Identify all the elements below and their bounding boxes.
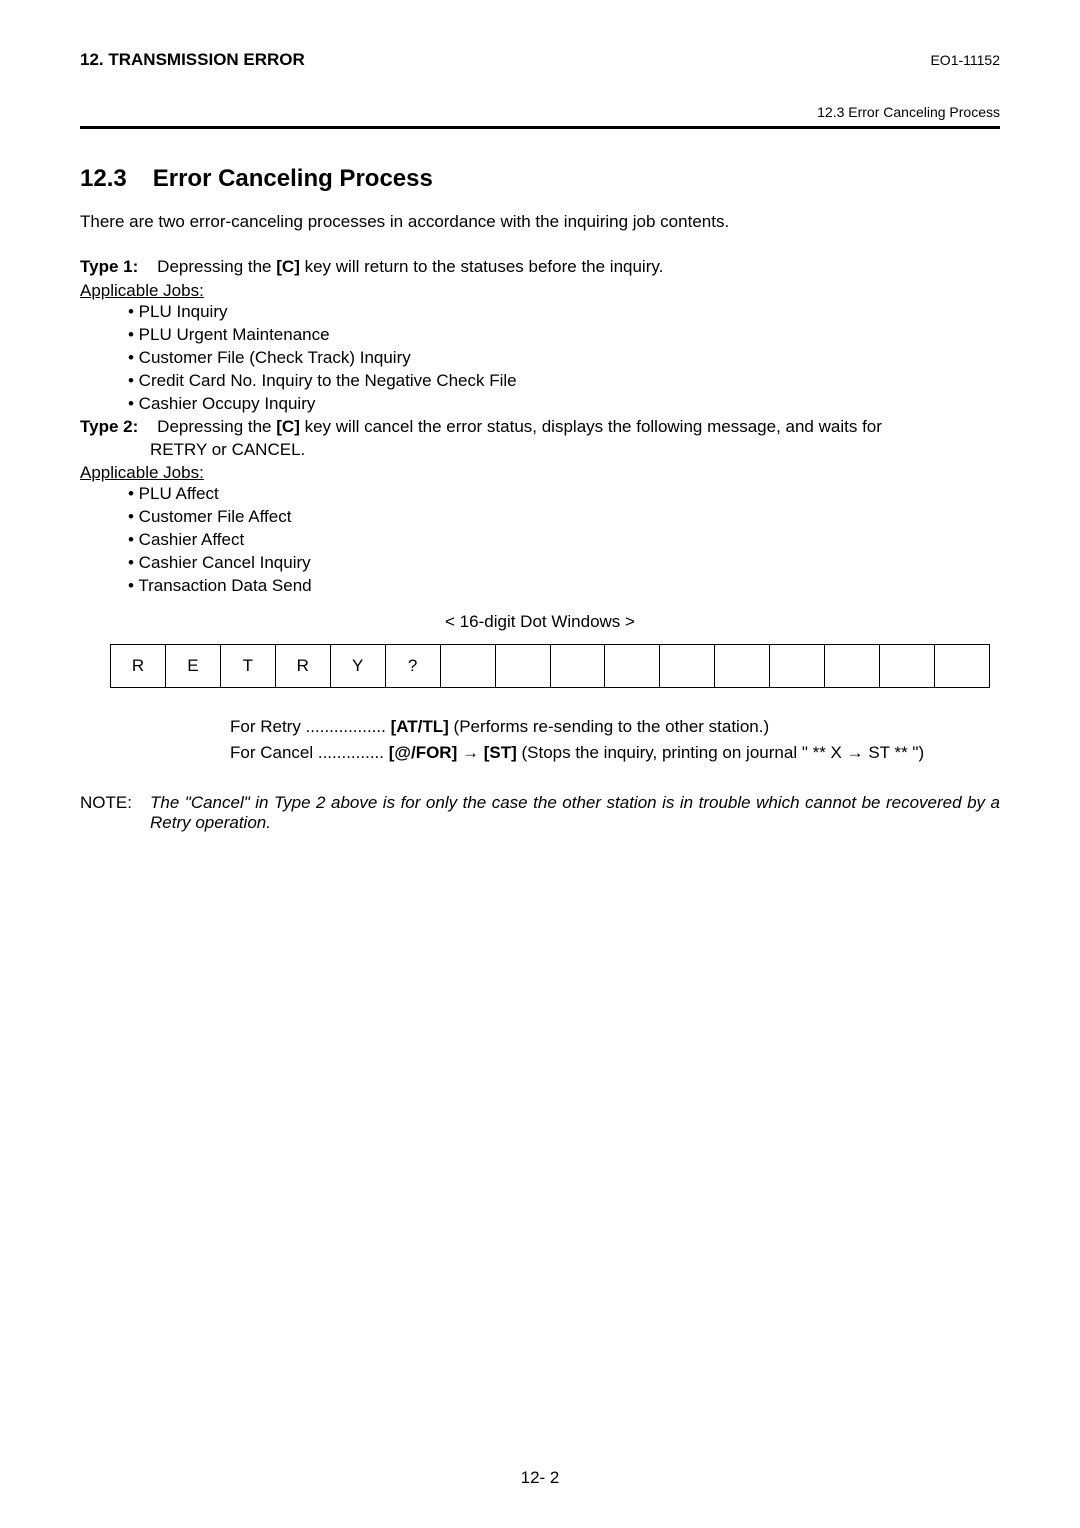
cell — [551, 644, 606, 688]
section-number: 12.3 — [80, 165, 127, 193]
list-item: • Cashier Occupy Inquiry — [128, 393, 1000, 416]
cell — [825, 644, 880, 688]
cancel-arrow: → — [457, 743, 483, 762]
type1-text-after: key will return to the statuses before t… — [300, 257, 663, 276]
header-rule — [80, 126, 1000, 129]
list-item: • PLU Inquiry — [128, 301, 1000, 324]
type1-row: Type 1: Depressing the [C] key will retu… — [80, 256, 1000, 279]
list-item: • Credit Card No. Inquiry to the Negativ… — [128, 370, 1000, 393]
cell — [496, 644, 551, 688]
cell — [935, 644, 990, 688]
cancel-key2: [ST] — [484, 743, 517, 762]
cancel-line: For Cancel .............. [@/FOR] → [ST]… — [230, 740, 1000, 766]
cell: ? — [386, 644, 441, 688]
list-item: • Cashier Cancel Inquiry — [128, 552, 1000, 575]
type2-applicable-label: Applicable Jobs: — [80, 463, 1000, 483]
header-sub-right: 12.3 Error Canceling Process — [80, 104, 1000, 120]
retry-cancel-block: For Retry ................. [AT/TL] (Per… — [230, 714, 1000, 765]
type2-text-after: key will cancel the error status, displa… — [300, 417, 882, 436]
note-body: The "Cancel" in Type 2 above is for only… — [150, 793, 1000, 833]
type2-jobs-list: • PLU Affect • Customer File Affect • Ca… — [128, 483, 1000, 598]
type2-label: Type 2: — [80, 417, 138, 436]
type1-jobs-list: • PLU Inquiry • PLU Urgent Maintenance •… — [128, 301, 1000, 416]
note-label: NOTE: — [80, 793, 150, 833]
cell: T — [221, 644, 276, 688]
type1-label: Type 1: — [80, 257, 138, 276]
type1-text-before: Depressing the — [157, 257, 276, 276]
cell: R — [276, 644, 331, 688]
type2-continuation: RETRY or CANCEL. — [150, 439, 1000, 462]
type2-text-before: Depressing the — [157, 417, 276, 436]
section-title-text: Error Canceling Process — [153, 165, 433, 192]
list-item: • Customer File Affect — [128, 506, 1000, 529]
list-item: • Customer File (Check Track) Inquiry — [128, 347, 1000, 370]
dot-windows-grid: R E T R Y ? — [110, 644, 990, 688]
cell: R — [110, 644, 166, 688]
intro-paragraph: There are two error-canceling processes … — [80, 211, 1000, 234]
list-item: • Transaction Data Send — [128, 575, 1000, 598]
header-left: 12. TRANSMISSION ERROR — [80, 50, 305, 70]
section-heading: 12.3 Error Canceling Process — [80, 165, 1000, 193]
cell — [770, 644, 825, 688]
retry-line: For Retry ................. [AT/TL] (Per… — [230, 714, 1000, 740]
page-header: 12. TRANSMISSION ERROR EO1-11152 — [80, 50, 1000, 70]
type1-applicable-label: Applicable Jobs: — [80, 281, 1000, 301]
cancel-label: For Cancel .............. — [230, 743, 384, 762]
cell — [441, 644, 496, 688]
dot-windows-caption: < 16-digit Dot Windows > — [80, 612, 1000, 632]
cell — [660, 644, 715, 688]
cancel-key1: [@/FOR] — [389, 743, 458, 762]
cell — [605, 644, 660, 688]
note-row: NOTE: The "Cancel" in Type 2 above is fo… — [80, 793, 1000, 833]
retry-key: [AT/TL] — [391, 717, 449, 736]
page-number: 12- 2 — [0, 1468, 1080, 1488]
header-right-code: EO1-11152 — [930, 52, 1000, 68]
type2-row: Type 2: Depressing the [C] key will canc… — [80, 416, 1000, 462]
cell: E — [166, 644, 221, 688]
retry-after: (Performs re-sending to the other statio… — [449, 717, 769, 736]
retry-label: For Retry ................. — [230, 717, 386, 736]
cell — [715, 644, 770, 688]
cell — [880, 644, 935, 688]
type1-key: [C] — [276, 257, 300, 276]
cell: Y — [331, 644, 386, 688]
page-root: 12. TRANSMISSION ERROR EO1-11152 12.3 Er… — [0, 0, 1080, 1528]
list-item: • Cashier Affect — [128, 529, 1000, 552]
cancel-after: (Stops the inquiry, printing on journal … — [517, 743, 924, 762]
type2-key: [C] — [276, 417, 300, 436]
list-item: • PLU Urgent Maintenance — [128, 324, 1000, 347]
list-item: • PLU Affect — [128, 483, 1000, 506]
